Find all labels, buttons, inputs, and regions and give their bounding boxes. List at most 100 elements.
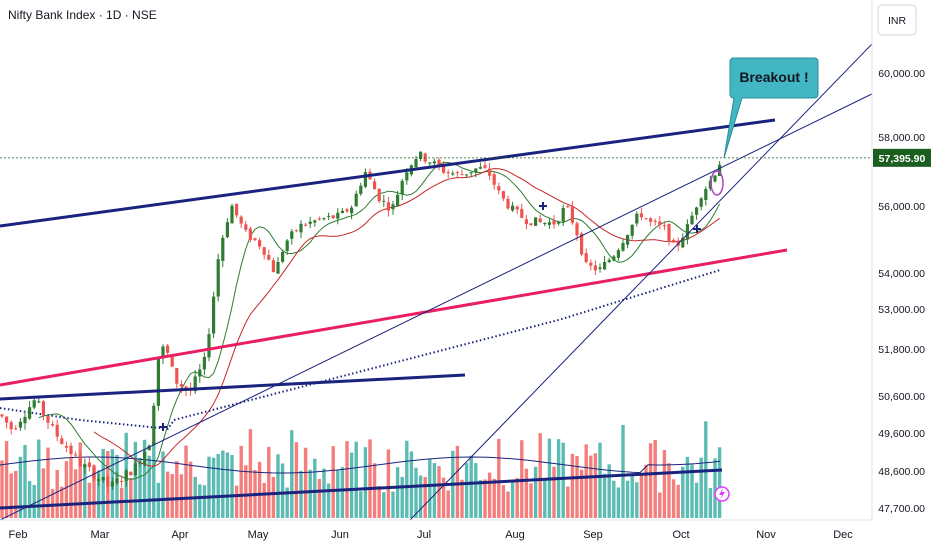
volume-bar xyxy=(602,473,607,518)
volume-bar xyxy=(73,469,78,518)
lightning-icon[interactable] xyxy=(714,486,730,502)
y-tick-label: 53,000.00 xyxy=(878,304,925,316)
candle xyxy=(584,248,588,264)
volume-bar xyxy=(506,491,510,518)
candle xyxy=(225,218,229,239)
volume-bar xyxy=(639,474,644,518)
volume-bar xyxy=(336,470,340,518)
volume-bar xyxy=(455,445,460,518)
volume-bar xyxy=(368,439,372,518)
channel-upper-line xyxy=(0,118,776,228)
volume-bar xyxy=(648,443,653,518)
candle xyxy=(244,220,248,233)
candle xyxy=(460,169,464,176)
candle xyxy=(529,223,533,227)
volume-bar xyxy=(630,473,634,518)
candle xyxy=(616,248,620,261)
volume-bar xyxy=(676,484,680,518)
trendlines xyxy=(0,9,906,521)
candles xyxy=(0,151,722,494)
candle xyxy=(662,220,666,231)
candle xyxy=(437,157,441,171)
x-tick-label: Oct xyxy=(672,529,689,541)
volume-bar xyxy=(598,442,602,518)
volume-bar xyxy=(37,439,41,518)
volume-bar xyxy=(395,467,400,518)
candle xyxy=(299,220,303,239)
candle xyxy=(492,171,496,190)
volume-bar xyxy=(340,467,345,518)
candle xyxy=(455,170,459,178)
candle xyxy=(340,208,344,214)
candle xyxy=(92,464,96,483)
volume-bar xyxy=(423,477,427,518)
candle xyxy=(322,217,326,221)
volume-bar xyxy=(101,448,105,518)
volume-bar xyxy=(198,484,202,518)
volume-bar xyxy=(55,469,59,518)
candle xyxy=(78,450,82,468)
volume-bar xyxy=(363,447,368,518)
volume-bar xyxy=(188,461,193,518)
candle xyxy=(120,475,124,487)
candle xyxy=(221,234,225,267)
volume-bar xyxy=(142,439,147,518)
candle xyxy=(336,208,340,225)
x-tick-label: Dec xyxy=(833,529,853,541)
candle xyxy=(589,259,593,271)
candle xyxy=(672,238,676,243)
candle xyxy=(469,172,473,177)
cross-marker xyxy=(159,423,167,431)
candle xyxy=(524,214,528,230)
volume-bar xyxy=(543,477,547,518)
candle xyxy=(552,215,556,229)
candle xyxy=(566,204,570,208)
candle xyxy=(14,425,18,431)
volume-bar xyxy=(308,469,312,518)
volume-bar xyxy=(432,463,437,518)
volume-bar xyxy=(616,487,621,518)
volume-bar xyxy=(492,478,496,518)
candle xyxy=(699,197,703,211)
candle xyxy=(317,216,321,221)
volume-bar xyxy=(0,460,4,518)
volume-bar xyxy=(437,466,441,518)
volume-bar xyxy=(400,476,404,518)
candle xyxy=(506,195,510,210)
x-tick-label: Jun xyxy=(331,529,349,541)
candle xyxy=(612,254,616,262)
volume-bar xyxy=(575,455,579,518)
candle xyxy=(69,442,73,458)
candle xyxy=(465,174,469,178)
price-axis: 60,000.00 58,000.00 56,000.00 54,000.00 53,0… xyxy=(871,0,932,520)
candle xyxy=(253,237,257,242)
volume-bar xyxy=(391,491,395,518)
volume-bar xyxy=(694,482,699,518)
volume-bar xyxy=(331,446,335,518)
volume-bar xyxy=(244,465,248,518)
candle xyxy=(9,420,13,435)
volume-bar xyxy=(345,441,349,518)
volume-bar xyxy=(584,444,588,518)
candle xyxy=(198,363,202,383)
volume-bar xyxy=(267,446,271,518)
candle xyxy=(685,219,689,245)
volume-bar xyxy=(83,463,87,518)
candle xyxy=(557,220,561,226)
volume-bar xyxy=(161,451,165,518)
volume-bar xyxy=(184,445,188,518)
candle xyxy=(23,410,27,430)
volume-bar xyxy=(418,475,423,518)
x-tick-label: Mar xyxy=(91,529,110,541)
volume-bar xyxy=(625,480,630,518)
volume-bar xyxy=(441,477,446,518)
x-tick-label: May xyxy=(248,529,269,541)
candle xyxy=(478,162,482,170)
candle xyxy=(294,229,298,233)
volume-bar xyxy=(405,440,409,518)
candle xyxy=(377,188,381,204)
candle xyxy=(41,400,45,421)
volume-bar xyxy=(317,479,322,518)
breakout-label: Breakout ! xyxy=(739,69,808,85)
